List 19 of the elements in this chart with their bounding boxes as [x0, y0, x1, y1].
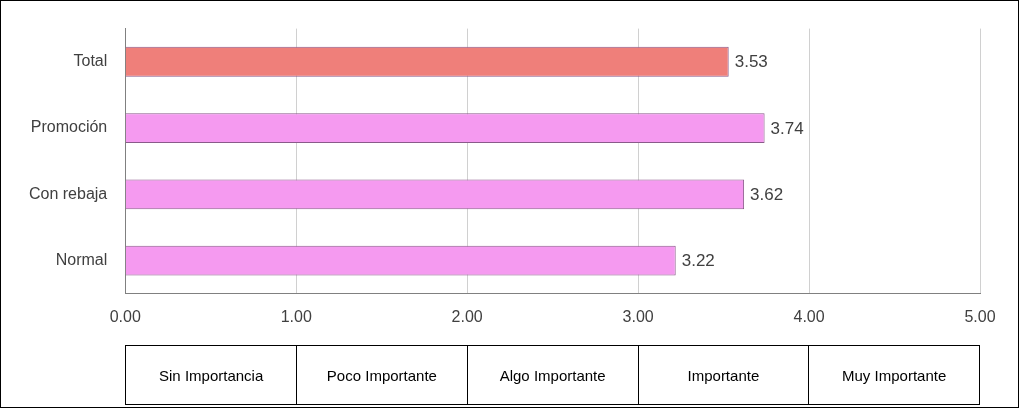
x-tick-label: 2.00	[451, 307, 483, 325]
x-tick-label: 3.00	[622, 307, 654, 325]
x-tick-label: 4.00	[793, 307, 825, 325]
text: Sin Importancia	[125, 345, 298, 405]
y-tick-label: Normal	[55, 251, 108, 269]
data-label: 3.62	[750, 185, 784, 205]
data-label: 3.22	[681, 251, 715, 271]
x-tick-label: 1.00	[280, 307, 312, 325]
y-tick-label: Con rebaja	[28, 184, 108, 202]
x-tick-label: 5.00	[964, 307, 996, 325]
y-tick-label: Total	[73, 52, 108, 70]
text: Algo Importante	[466, 345, 639, 405]
data-label: 3.53	[734, 52, 768, 72]
data-label: 3.74	[770, 118, 804, 138]
y-tick-label: Promoción	[30, 118, 108, 136]
text: Muy Importante	[808, 345, 981, 405]
x-tick-label: 0.00	[109, 307, 141, 325]
text: Importante	[637, 345, 810, 405]
text: Poco Importante	[296, 345, 468, 405]
